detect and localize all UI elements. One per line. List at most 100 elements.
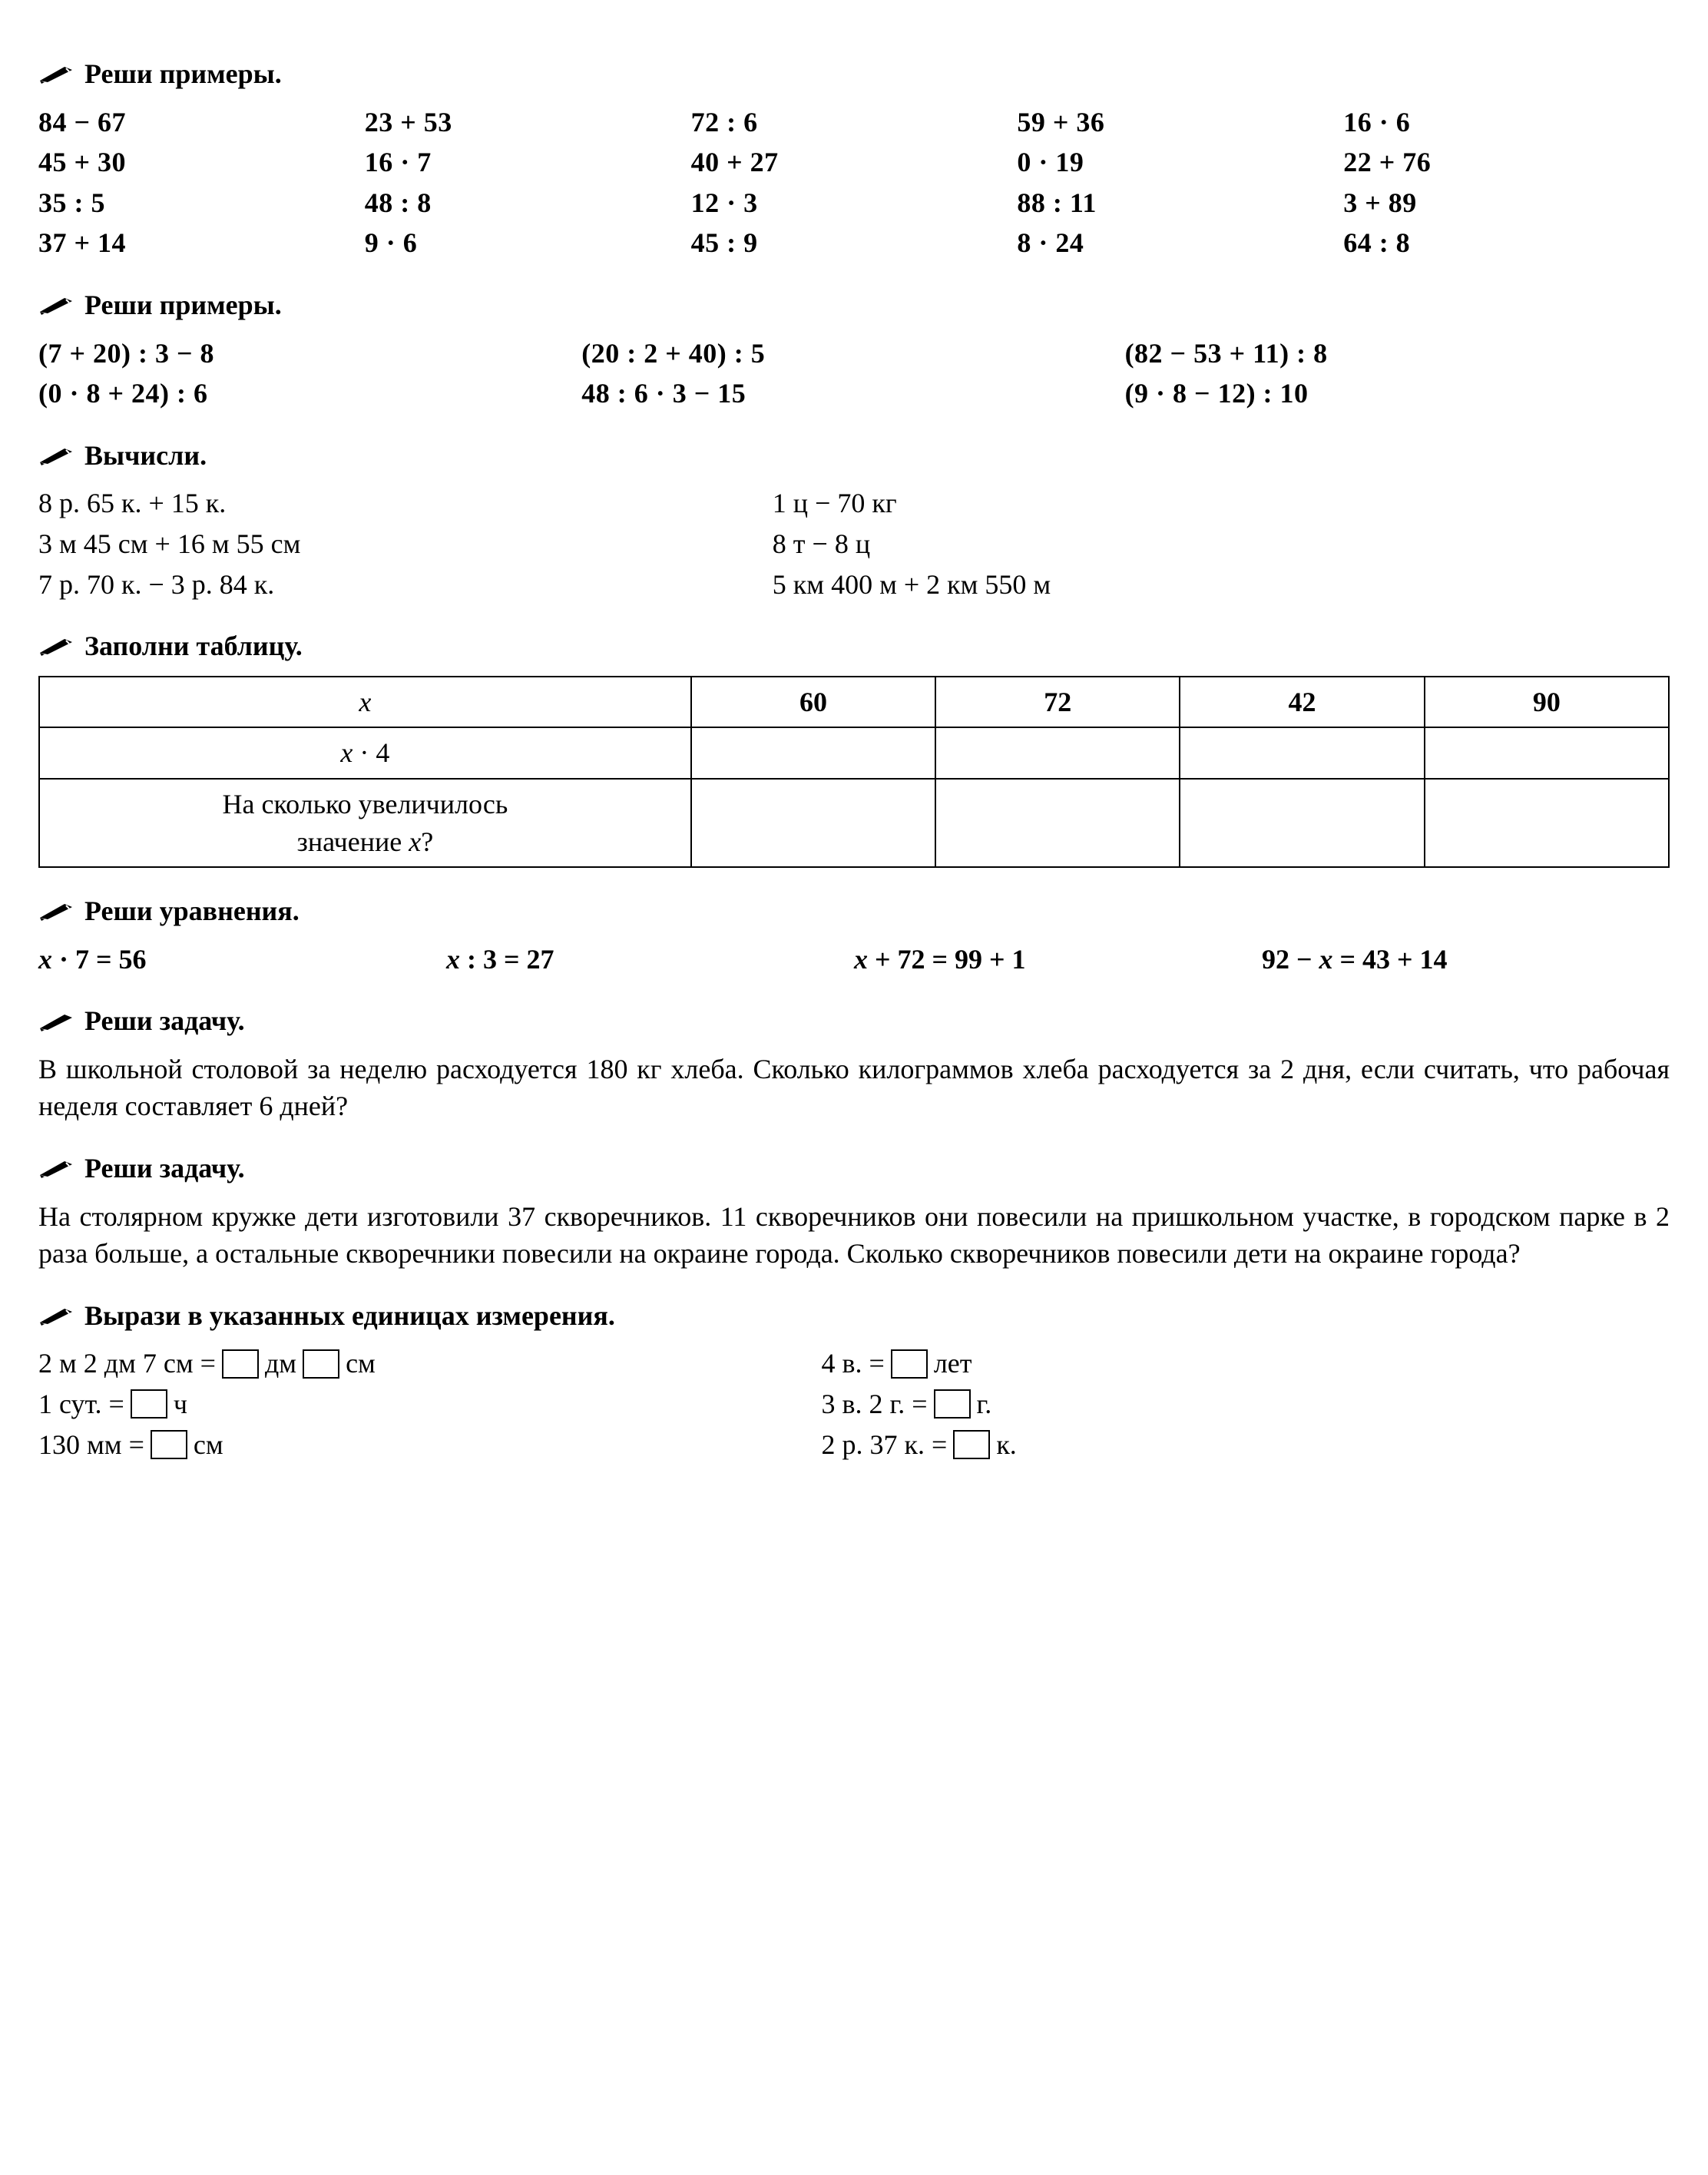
- expr: 37 + 14: [38, 224, 365, 262]
- col-2: 1 ц − 70 кг 8 т − 8 ц 5 км 400 м + 2 км …: [773, 485, 1670, 603]
- cell[interactable]: [691, 727, 935, 779]
- expr: 8 т − 8 ц: [773, 525, 1670, 563]
- conversion-row: 2 м 2 дм 7 см = дм см: [38, 1345, 822, 1382]
- cell[interactable]: [1180, 779, 1424, 867]
- col-1: (7 + 20) : 3 − 8 (0 · 8 + 24) : 6: [38, 335, 581, 412]
- col-2: (20 : 2 + 40) : 5 48 : 6 · 3 − 15: [581, 335, 1124, 412]
- problem-text: В школьной столовой за неделю расходуетс…: [38, 1051, 1670, 1125]
- heading-text: Реши примеры.: [84, 286, 282, 324]
- expr: 12 · 3: [691, 184, 1018, 222]
- text: 2 м 2 дм 7 см =: [38, 1345, 216, 1382]
- text: 130 мм =: [38, 1426, 144, 1464]
- col-5: 16 · 6 22 + 76 3 + 89 64 : 8: [1343, 104, 1670, 262]
- var-x: x: [359, 687, 371, 717]
- col-4: 92 − x = 43 + 14: [1262, 941, 1670, 978]
- expr: 35 : 5: [38, 184, 365, 222]
- eq-rest: : 3 = 27: [460, 944, 554, 975]
- expr: 72 : 6: [691, 104, 1018, 141]
- expr: (20 : 2 + 40) : 5: [581, 335, 1124, 372]
- expr: 45 + 30: [38, 144, 365, 181]
- cell[interactable]: [1425, 779, 1669, 867]
- col-left: 2 м 2 дм 7 см = дм см1 сут. = ч130 мм = …: [38, 1345, 822, 1463]
- col-2: x : 3 = 27: [446, 941, 854, 978]
- heading-text: Реши задачу.: [84, 1002, 245, 1040]
- cell[interactable]: [935, 727, 1180, 779]
- cell[interactable]: [691, 779, 935, 867]
- table-row: На сколько увеличилось значение x?: [39, 779, 1669, 867]
- expr: 16 · 7: [365, 144, 691, 181]
- cell[interactable]: [935, 779, 1180, 867]
- col-2: 23 + 53 16 · 7 48 : 8 9 · 6: [365, 104, 691, 262]
- pen-icon: [38, 1158, 74, 1178]
- text: см: [194, 1426, 223, 1464]
- equation: x + 72 = 99 + 1: [854, 941, 1262, 978]
- col-1: 8 р. 65 к. + 15 к. 3 м 45 см + 16 м 55 с…: [38, 485, 773, 603]
- conversion-row: 2 р. 37 к. = к.: [822, 1426, 1670, 1464]
- col-4: 59 + 36 0 · 19 88 : 11 8 · 24: [1017, 104, 1343, 262]
- blank-box[interactable]: [953, 1430, 990, 1459]
- cell[interactable]: [1425, 727, 1669, 779]
- blank-box[interactable]: [303, 1349, 339, 1379]
- expr: 45 : 9: [691, 224, 1018, 262]
- blank-box[interactable]: [151, 1430, 187, 1459]
- expr: 23 + 53: [365, 104, 691, 141]
- text: 2 р. 37 к. =: [822, 1426, 948, 1464]
- text: значение: [297, 826, 409, 857]
- conversion-row: 3 в. 2 г. = г.: [822, 1385, 1670, 1423]
- text: дм: [265, 1345, 296, 1382]
- heading: Реши задачу.: [38, 1002, 1670, 1040]
- expr: (0 · 8 + 24) : 6: [38, 375, 581, 412]
- var-x: x: [446, 944, 460, 975]
- blank-box[interactable]: [891, 1349, 928, 1379]
- col-right: 4 в. = лет3 в. 2 г. = г.2 р. 37 к. = к.: [822, 1345, 1670, 1463]
- pen-icon: [38, 636, 74, 656]
- blank-box[interactable]: [934, 1389, 971, 1419]
- equation: 92 − x = 43 + 14: [1262, 941, 1670, 978]
- cell[interactable]: [1180, 727, 1424, 779]
- heading: Заполни таблицу.: [38, 627, 1670, 665]
- expr: 40 + 27: [691, 144, 1018, 181]
- text: ?: [421, 826, 433, 857]
- examples-grid: (7 + 20) : 3 − 8 (0 · 8 + 24) : 6 (20 : …: [38, 335, 1670, 412]
- eq-pre: 92 −: [1262, 944, 1319, 975]
- cell: 42: [1180, 677, 1424, 728]
- conversion-row: 4 в. = лет: [822, 1345, 1670, 1382]
- heading-text: Заполни таблицу.: [84, 627, 303, 665]
- cell: 90: [1425, 677, 1669, 728]
- row-head: На сколько увеличилось значение x?: [39, 779, 691, 867]
- text: 4 в. =: [822, 1345, 885, 1382]
- expr: (7 + 20) : 3 − 8: [38, 335, 581, 372]
- col-1: 84 − 67 45 + 30 35 : 5 37 + 14: [38, 104, 365, 262]
- var-x: x: [854, 944, 868, 975]
- section-solve-examples-1: Реши примеры. 84 − 67 45 + 30 35 : 5 37 …: [38, 55, 1670, 262]
- expr: 64 : 8: [1343, 224, 1670, 262]
- expr: 59 + 36: [1017, 104, 1343, 141]
- table-row: x · 4: [39, 727, 1669, 779]
- eq-rest: = 43 + 14: [1333, 944, 1448, 975]
- var-x: x: [1319, 944, 1333, 975]
- section-fill-table: Заполни таблицу. x 60 72 42 90 x · 4 На …: [38, 627, 1670, 868]
- equation: x · 7 = 56: [38, 941, 446, 978]
- row-head: x: [39, 677, 691, 728]
- row-head-line1: На сколько увеличилось: [45, 786, 686, 823]
- expr: 3 м 45 см + 16 м 55 см: [38, 525, 773, 563]
- conversion-row: 130 мм = см: [38, 1426, 822, 1464]
- pen-icon: [38, 901, 74, 921]
- section-solve-equations: Реши уравнения. x · 7 = 56 x : 3 = 27 x …: [38, 892, 1670, 978]
- text: 3 в. 2 г. =: [822, 1385, 928, 1423]
- text: к.: [996, 1426, 1017, 1464]
- eq-rest: + 72 = 99 + 1: [868, 944, 1026, 975]
- blank-box[interactable]: [131, 1389, 167, 1419]
- section-calculate: Вычисли. 8 р. 65 к. + 15 к. 3 м 45 см + …: [38, 437, 1670, 603]
- blank-box[interactable]: [222, 1349, 259, 1379]
- expr: 5 км 400 м + 2 км 550 м: [773, 566, 1670, 604]
- heading: Вырази в указанных единицах измерения.: [38, 1297, 1670, 1335]
- expr: 8 · 24: [1017, 224, 1343, 262]
- section-word-problem-2: Реши задачу. На столярном кружке дети из…: [38, 1150, 1670, 1273]
- text: 1 сут. =: [38, 1385, 124, 1423]
- text: г.: [977, 1385, 992, 1423]
- op-text: · 4: [353, 737, 389, 768]
- equations-row: x · 7 = 56 x : 3 = 27 x + 72 = 99 + 1 92…: [38, 941, 1670, 978]
- section-word-problem-1: Реши задачу. В школьной столовой за неде…: [38, 1002, 1670, 1125]
- heading: Реши примеры.: [38, 55, 1670, 93]
